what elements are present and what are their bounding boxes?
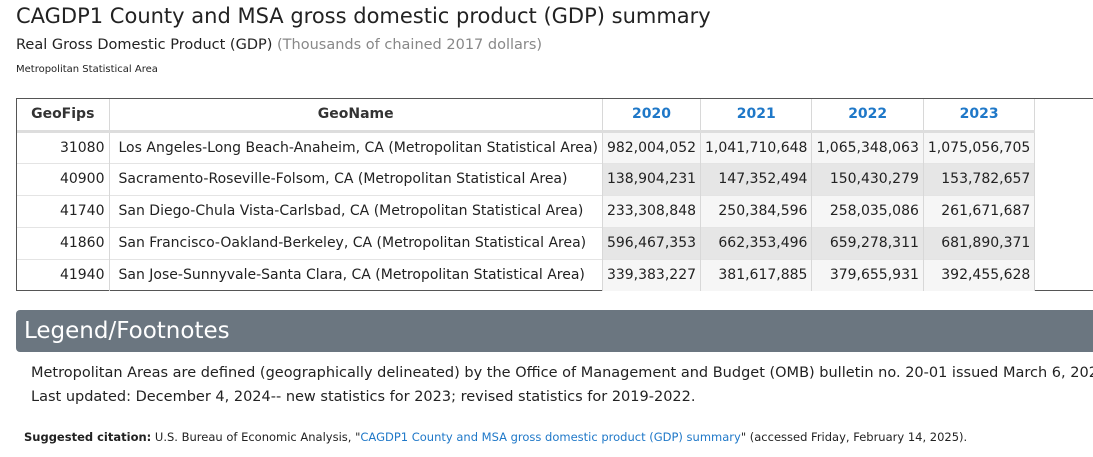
cell-value-2022: 258,035,086: [811, 194, 924, 227]
table-row: 41740 San Diego-Chula Vista-Carlsbad, CA…: [17, 194, 1036, 227]
table-row: 31080 Los Angeles-Long Beach-Anaheim, CA…: [17, 130, 1036, 163]
cell-value-2022: 150,430,279: [811, 162, 924, 195]
page-subtitle: Real Gross Domestic Product (GDP) (Thous…: [16, 37, 542, 53]
header-geoname: GeoName: [109, 99, 603, 133]
gdp-table: GeoFips GeoName 2020 2021 2022 2023 3108…: [17, 99, 1036, 291]
cell-geofips: 41740: [17, 194, 110, 227]
cell-geoname: San Diego-Chula Vista-Carlsbad, CA (Metr…: [109, 194, 603, 227]
cell-value-2023: 153,782,657: [923, 162, 1036, 195]
header-geofips: GeoFips: [17, 99, 110, 133]
cell-value-2020: 982,004,052: [602, 130, 702, 163]
cell-value-2022: 1,065,348,063: [811, 130, 924, 163]
measure-label: Real Gross Domestic Product (GDP): [16, 37, 273, 53]
legend-heading-bar: Legend/Footnotes: [16, 310, 1093, 352]
table-row: 41940 San Jose-Sunnyvale-Santa Clara, CA…: [17, 258, 1036, 291]
cell-geoname: Sacramento-Roseville-Folsom, CA (Metropo…: [109, 162, 603, 195]
units-label: (Thousands of chained 2017 dollars): [277, 37, 543, 53]
cell-value-2020: 339,383,227: [602, 258, 702, 291]
citation-suffix: " (accessed Friday, February 14, 2025).: [740, 430, 968, 444]
cell-value-2021: 1,041,710,648: [700, 130, 813, 163]
citation-prefix: U.S. Bureau of Economic Analysis, ": [154, 430, 361, 444]
cell-value-2021: 662,353,496: [700, 226, 813, 259]
cell-value-2021: 381,617,885: [700, 258, 813, 291]
cell-geoname: San Francisco-Oakland-Berkeley, CA (Metr…: [109, 226, 603, 259]
citation-link[interactable]: CAGDP1 County and MSA gross domestic pro…: [360, 430, 741, 444]
citation-label: Suggested citation:: [24, 430, 152, 444]
cell-geofips: 41860: [17, 226, 110, 259]
cell-value-2021: 147,352,494: [700, 162, 813, 195]
cell-value-2020: 233,308,848: [602, 194, 702, 227]
table-row: 40900 Sacramento-Roseville-Folsom, CA (M…: [17, 162, 1036, 195]
cell-geoname: San Jose-Sunnyvale-Santa Clara, CA (Metr…: [109, 258, 603, 291]
footnote-definition: Metropolitan Areas are defined (geograph…: [31, 365, 1093, 381]
suggested-citation: Suggested citation: U.S. Bureau of Econo…: [24, 430, 967, 444]
header-2021[interactable]: 2021: [700, 99, 813, 133]
cell-value-2021: 250,384,596: [700, 194, 813, 227]
cell-geofips: 31080: [17, 130, 110, 163]
gdp-table-container: GeoFips GeoName 2020 2021 2022 2023 3108…: [16, 98, 1093, 291]
cell-value-2022: 659,278,311: [811, 226, 924, 259]
cell-value-2023: 392,455,628: [923, 258, 1036, 291]
cell-value-2022: 379,655,931: [811, 258, 924, 291]
header-2023[interactable]: 2023: [923, 99, 1036, 133]
cell-value-2023: 1,075,056,705: [923, 130, 1036, 163]
area-type-label: Metropolitan Statistical Area: [16, 64, 158, 75]
cell-geofips: 40900: [17, 162, 110, 195]
table-header-row: GeoFips GeoName 2020 2021 2022 2023: [17, 99, 1036, 133]
table-row: 41860 San Francisco-Oakland-Berkeley, CA…: [17, 226, 1036, 259]
header-2020[interactable]: 2020: [602, 99, 702, 133]
cell-geofips: 41940: [17, 258, 110, 291]
cell-value-2023: 681,890,371: [923, 226, 1036, 259]
header-2022[interactable]: 2022: [811, 99, 924, 133]
page-title: CAGDP1 County and MSA gross domestic pro…: [16, 4, 711, 28]
cell-value-2020: 596,467,353: [602, 226, 702, 259]
footnote-last-updated: Last updated: December 4, 2024-- new sta…: [31, 389, 696, 405]
cell-geoname: Los Angeles-Long Beach-Anaheim, CA (Metr…: [109, 130, 603, 163]
cell-value-2020: 138,904,231: [602, 162, 702, 195]
cell-value-2023: 261,671,687: [923, 194, 1036, 227]
